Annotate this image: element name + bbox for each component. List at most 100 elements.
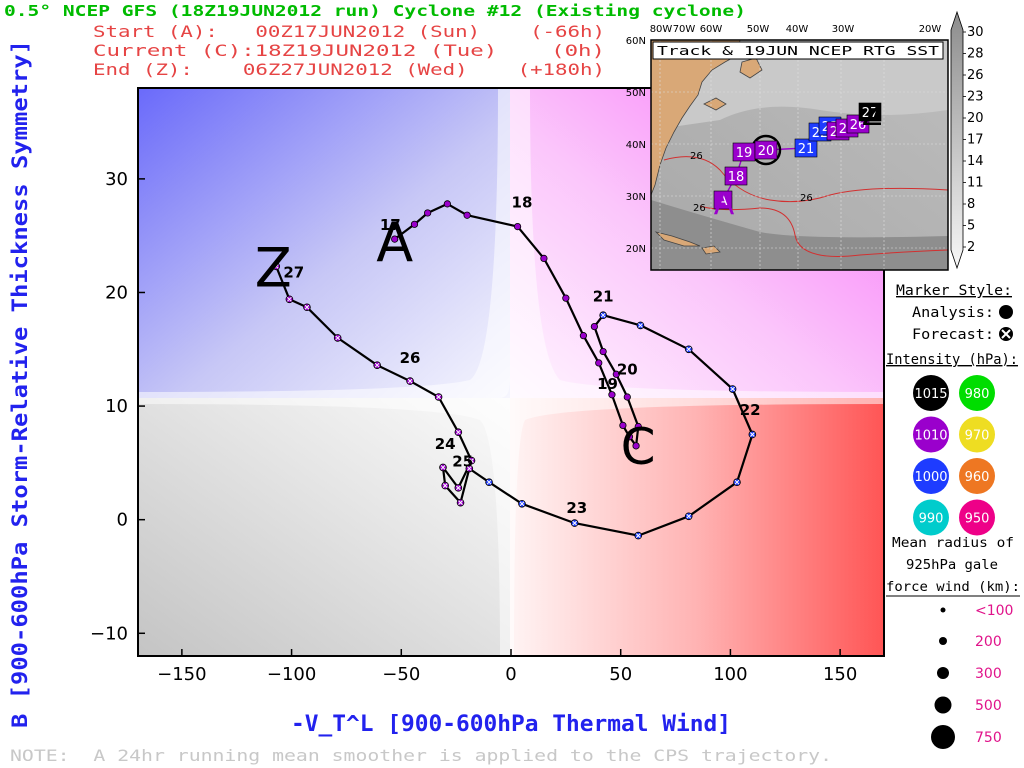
inset-track-marker-label: 18 <box>728 170 745 185</box>
inset-map: A18192021222324252627ZA Track & 19JUN NC… <box>626 10 984 271</box>
figure-title: 0.5° NCEP GFS (18Z19JUN2012 run) Cyclone… <box>4 2 746 20</box>
colorbar-label: 14 <box>967 154 984 169</box>
intensity-swatch-circle <box>959 375 995 411</box>
forecast-point <box>303 303 311 312</box>
colorbar-label: 2 <box>967 240 975 255</box>
forecast-point-x <box>436 394 441 400</box>
forecast-point <box>733 478 741 486</box>
date-label: 18 <box>512 193 533 211</box>
colorbar-label: 30 <box>967 25 984 40</box>
inset-lon-label: 80W <box>650 24 673 35</box>
inset-frame <box>650 39 949 271</box>
colorbar-label: 11 <box>967 176 984 191</box>
intensity-swatch-circle <box>959 458 995 494</box>
inset-lon-label: 30W <box>832 24 855 35</box>
analysis-point <box>391 235 399 243</box>
inset-end-letter: Z <box>862 98 883 133</box>
track-endpoint-letters: A C Z <box>255 211 656 476</box>
x-tick-label: −150 <box>157 664 206 685</box>
forecast-point-x <box>458 500 463 505</box>
radius-swatch-label: 750 <box>975 730 1002 746</box>
y-axis-label: B [900-600hPa Storm-Relative Thickness S… <box>8 40 32 728</box>
intensity-swatch: 1000 <box>913 458 949 494</box>
x-tick-label: 100 <box>713 664 747 685</box>
inset-sst-26-contour <box>663 156 948 203</box>
start-line: Start (A): 00Z17JUN2012 (Sun) (-66h) <box>93 22 605 41</box>
analysis-point <box>540 254 548 262</box>
analysis-point <box>513 222 522 231</box>
y-tick-label: 20 <box>105 282 128 303</box>
radius-title-1: Mean radius of <box>892 536 1014 551</box>
forecast-point <box>456 498 465 507</box>
forecast-point-x <box>486 479 492 485</box>
current-line: Current (C):18Z19JUN2012 (Tue) (0h) <box>93 41 605 60</box>
x-tick-label: 0 <box>505 664 516 685</box>
forecast-point <box>634 531 643 540</box>
forecast-point-x <box>374 362 380 368</box>
inset-sst-label-1: 26 <box>690 151 703 162</box>
intensity-swatch-label: 990 <box>919 512 944 527</box>
colorbar-label: 23 <box>967 90 984 105</box>
forecast-point-x <box>440 465 446 470</box>
inset-lat-label: 40N <box>626 140 646 151</box>
radius-swatch-label: 500 <box>975 698 1002 714</box>
analysis-point <box>443 200 451 208</box>
forecast-point <box>439 463 447 472</box>
x-tick-label: −50 <box>382 664 420 685</box>
intensity-swatch: 980 <box>959 375 995 411</box>
date-label: 19 <box>597 375 618 393</box>
radius-title-2: 925hPa gale <box>906 558 998 573</box>
date-label: 23 <box>566 499 587 517</box>
colorbar-label: 28 <box>967 47 984 62</box>
forecast-point-x <box>287 296 292 302</box>
intensity-swatch-label: 960 <box>965 470 990 485</box>
forecast-point-x <box>455 485 461 491</box>
inset-track-marker-label: 27 <box>862 106 879 121</box>
inset-track-marker: 19 <box>732 142 756 162</box>
forecast-point-x <box>686 346 692 352</box>
analysis-point <box>608 391 616 399</box>
forecast-point <box>485 478 493 486</box>
inset-track-marker-label: 19 <box>736 146 753 161</box>
inset-track-marker-box <box>858 102 882 122</box>
intensity-swatch: 1015 <box>913 375 949 411</box>
colorbar-label: 8 <box>967 197 975 212</box>
quadrant-lower-right <box>510 398 884 656</box>
intensity-swatch: 1010 <box>913 416 949 453</box>
colorbar-label: 5 <box>967 219 975 234</box>
analysis-point <box>562 294 570 302</box>
date-label: 17 <box>380 216 401 234</box>
forecast-point-x <box>407 378 413 384</box>
inset-lat-label: 20N <box>626 244 646 255</box>
inset-track-marker: 27 <box>858 102 882 122</box>
end-line: End (Z): 06Z27JUN2012 (Wed) (+180h) <box>93 60 605 79</box>
y-tick-label: 30 <box>105 169 128 190</box>
intensity-swatches: 1015 980 1010 970 1000 960 990 950 <box>913 375 995 536</box>
forecast-point-x <box>273 263 279 269</box>
inset-track-marker-box <box>754 140 778 160</box>
forecast-point <box>570 519 579 527</box>
inset-axis-labels: 80W 70W 60W 50W 40W 30W 20W 60N 50N 40N 30N 20N <box>626 24 942 255</box>
trajectory-line <box>275 202 754 537</box>
intensity-swatch-circle <box>913 499 949 536</box>
inset-track-marker-label: A <box>719 194 728 209</box>
inset-lon-label: 60W <box>700 24 723 35</box>
forecast-point-x <box>600 312 606 318</box>
inset-title: Track & 19JUN NCEP RTG SST <box>657 44 939 58</box>
inset-lon-label: 70W <box>673 24 696 35</box>
analysis-point <box>619 421 627 429</box>
forecast-point <box>636 321 645 330</box>
inset-title-box <box>652 41 944 60</box>
current-marker-letter: C <box>621 418 656 476</box>
date-label: 22 <box>740 401 761 419</box>
radius-swatch-circle <box>939 637 947 645</box>
intensity-title: Intensity (hPa): <box>886 352 1018 368</box>
forecast-point <box>599 311 607 320</box>
inset-lat-label: 60N <box>626 36 646 47</box>
inset-lon-label: 20W <box>919 24 942 35</box>
intensity-swatch-label: 980 <box>965 387 990 402</box>
intensity-swatch: 970 <box>959 416 995 453</box>
forecast-point-x <box>635 533 641 538</box>
legend: Marker Style: Analysis: Forecast: Intens… <box>886 283 1020 749</box>
